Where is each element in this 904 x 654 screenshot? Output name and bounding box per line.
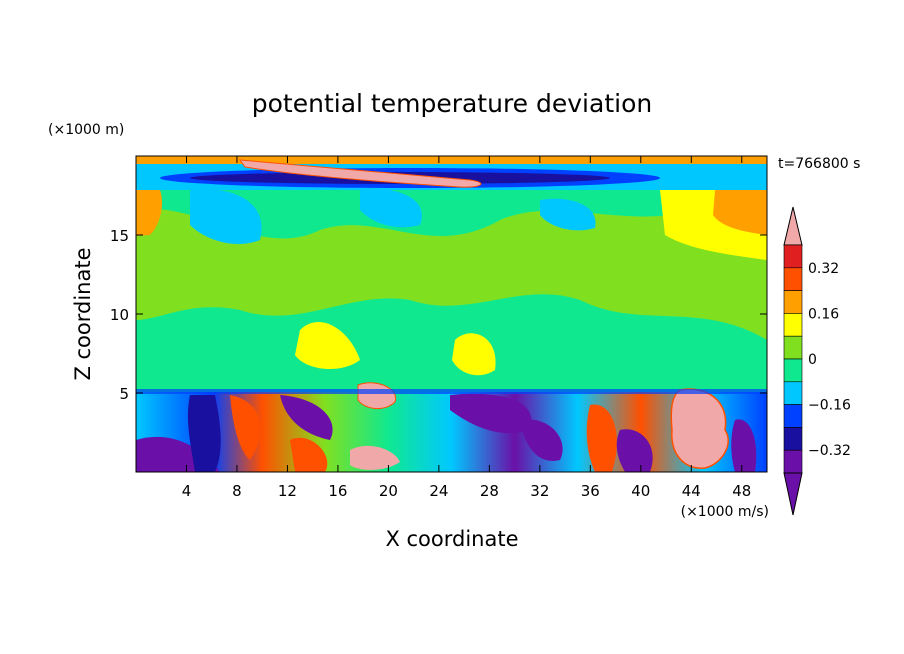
x-tick-label: 44 xyxy=(682,482,701,500)
x-tick-label: 20 xyxy=(379,482,398,500)
y-unit-label: (×1000 m) xyxy=(48,122,124,138)
boundary-band xyxy=(136,389,767,394)
x-tick-label: 32 xyxy=(530,482,549,500)
dark-blue-patch xyxy=(187,395,221,472)
y-axis-label: Z coordinate xyxy=(71,247,95,380)
colorbar-swatch xyxy=(783,449,803,474)
colorbar-tick-label: 0 xyxy=(808,352,817,368)
colorbar-below-arrow xyxy=(783,472,803,516)
purple-patch xyxy=(450,393,532,434)
x-axis-label: X coordinate xyxy=(385,527,518,551)
light-green-band xyxy=(136,200,767,340)
cyan-patch xyxy=(360,189,422,228)
cyan-patch xyxy=(540,198,596,231)
x-tick-label: 28 xyxy=(480,482,499,500)
chart-title: potential temperature deviation xyxy=(252,89,652,118)
x-tick-label: 48 xyxy=(732,482,751,500)
red-patch xyxy=(586,404,617,472)
colorbar-swatch xyxy=(783,267,803,291)
x-tick-label: 40 xyxy=(631,482,650,500)
y-tick-label: 10 xyxy=(110,306,129,324)
purple-patch xyxy=(520,419,563,461)
y-tick-label: 5 xyxy=(119,385,129,403)
x-tick-label: 4 xyxy=(182,482,192,500)
colorbar-tick-label: −0.32 xyxy=(808,443,851,459)
colorbar-swatch xyxy=(783,404,803,428)
cyan-patch xyxy=(190,189,262,245)
purple-patch xyxy=(616,429,653,472)
x-tick-label: 36 xyxy=(581,482,600,500)
colorbar-swatch xyxy=(783,427,803,451)
colorbar-swatch xyxy=(783,358,803,383)
time-label: t=766800 s xyxy=(778,156,860,172)
yellow-patch xyxy=(295,321,360,370)
orange-patch xyxy=(713,185,767,235)
orange-patch xyxy=(136,190,162,236)
colorbar-swatch xyxy=(783,313,803,337)
colorbar: 0.32 0.16 0 −0.16 −0.32 xyxy=(783,206,851,516)
purple-patch xyxy=(731,419,757,472)
x-tick-label: 12 xyxy=(278,482,297,500)
pink-patch xyxy=(670,388,729,469)
colorbar-tick-label: −0.16 xyxy=(808,398,851,414)
red-patch xyxy=(230,395,261,460)
x-axis: 4 8 12 16 20 24 28 32 36 40 44 48 xyxy=(182,156,751,500)
red-patch xyxy=(290,437,328,472)
colorbar-swatch xyxy=(783,335,803,360)
colorbar-tick-label: 0.32 xyxy=(808,261,839,277)
x-tick-label: 24 xyxy=(429,482,448,500)
contour-field xyxy=(136,156,767,472)
colorbar-swatch xyxy=(783,244,803,269)
x-tick-label: 16 xyxy=(328,482,347,500)
x-unit-label: (×1000 m/s) xyxy=(681,504,769,520)
yellow-patch xyxy=(452,333,496,376)
colorbar-swatch xyxy=(783,381,803,405)
colorbar-above-arrow xyxy=(783,206,803,246)
pink-patch xyxy=(350,445,400,470)
x-tick-label: 8 xyxy=(232,482,242,500)
y-tick-label: 15 xyxy=(110,227,129,245)
top-pink-region xyxy=(238,159,482,188)
y-axis: 5 10 15 xyxy=(110,227,767,403)
colorbar-tick-label: 0.16 xyxy=(808,306,839,322)
colorbar-swatch xyxy=(783,290,803,314)
purple-patch xyxy=(280,395,333,440)
top-orange-band xyxy=(136,156,767,164)
